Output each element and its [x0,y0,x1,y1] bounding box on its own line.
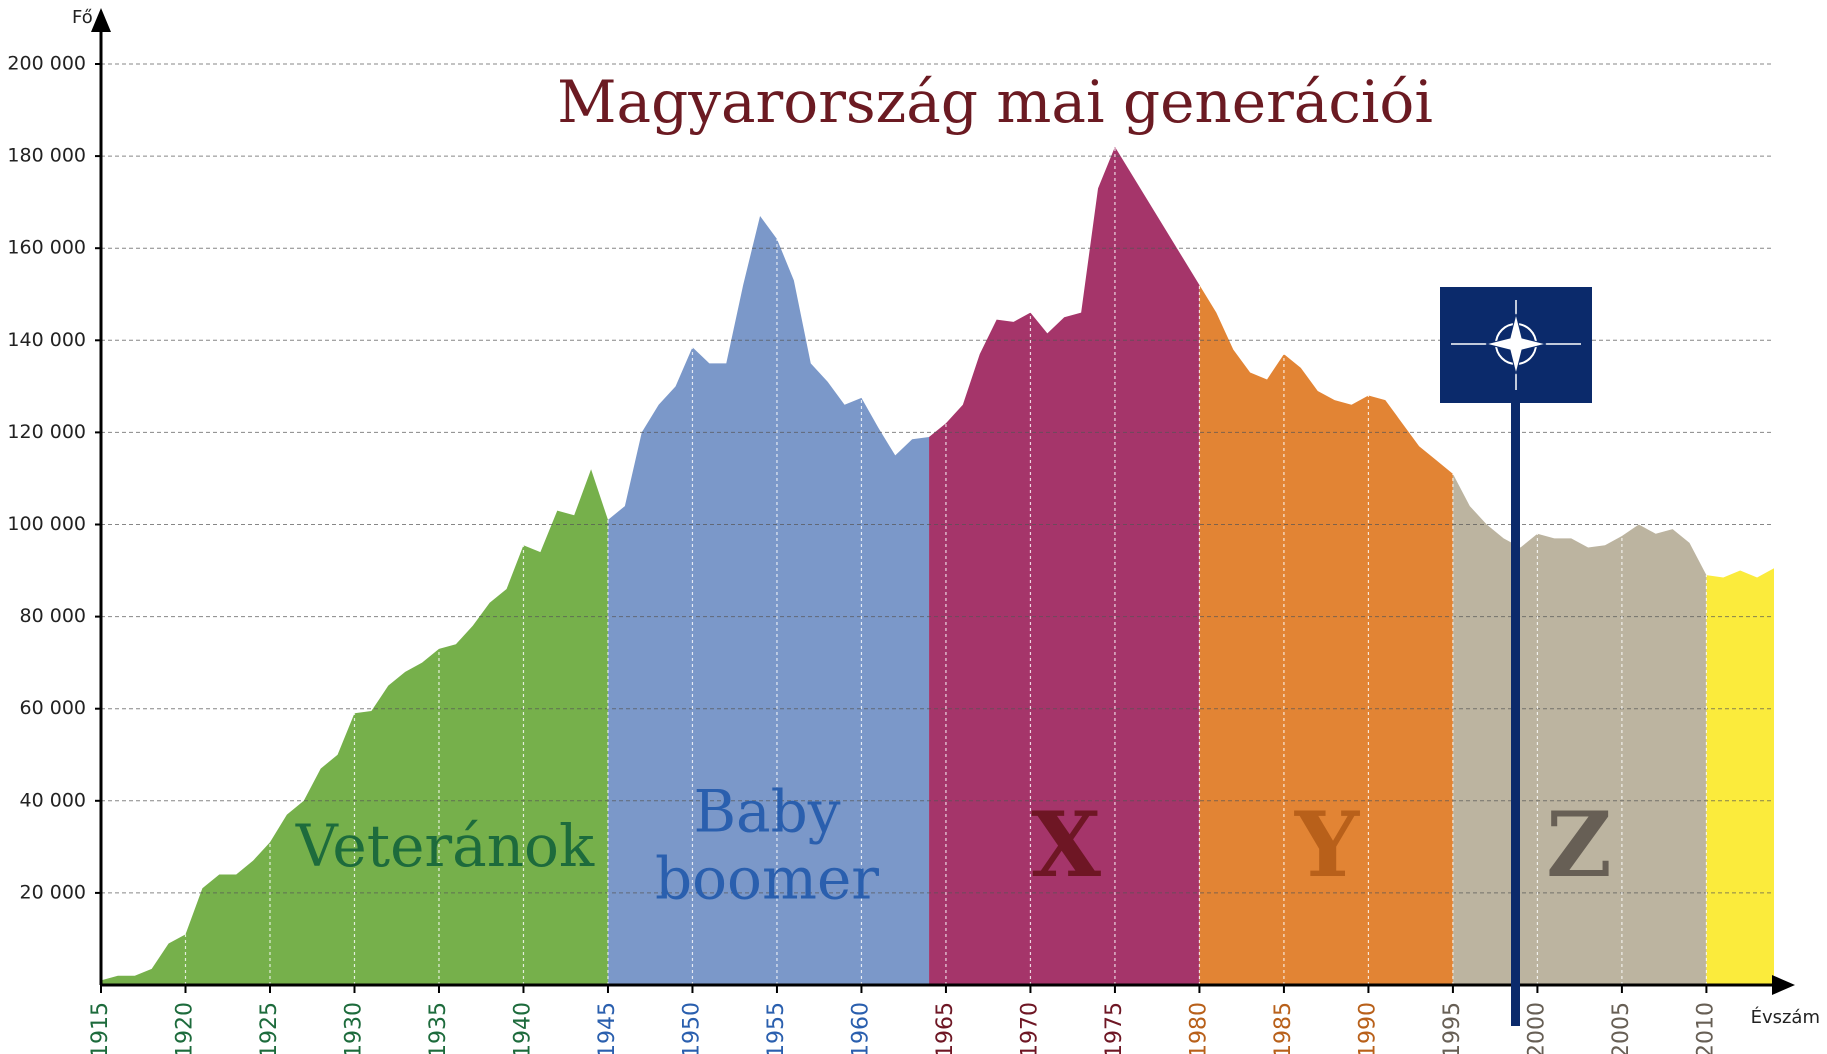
x-tick-label: 1930 [341,1002,366,1054]
y-tick-label: 40 000 [20,789,86,811]
labels: 20 000 40 000 60 000 80 000 100 000 120 000 14… [7,53,1718,1054]
area-segment [929,146,1200,985]
x-tick-label: 1940 [510,1002,535,1054]
x-tick-label: 1920 [172,1002,197,1054]
flag-pole [1511,390,1520,1026]
grid [95,63,1774,993]
chart-title: Magyarország mai generációi [557,68,1433,136]
x-tick-label: 1990 [1355,1002,1380,1054]
x-tick-label: 1955 [764,1002,789,1054]
x-tick-label: 1975 [1102,1002,1127,1054]
area-segment [1452,473,1707,985]
x-axis-arrow [1772,975,1795,995]
y-tick-label: 120 000 [7,421,86,443]
y-tick-label: 180 000 [7,145,86,167]
area-segment [607,215,930,986]
y-tick-label: 200 000 [7,53,86,75]
area-segment [1706,568,1774,985]
x-axis-label: Évszám [1751,1006,1820,1028]
x-tick-label: 1915 [88,1002,113,1054]
x-tick-label: 1980 [1186,1002,1211,1054]
x-tick-label: 2000 [1524,1002,1549,1054]
y-axis-arrow [91,8,111,32]
y-tick-label: 80 000 [20,605,86,627]
x-tick-label: 1985 [1271,1002,1296,1054]
x-tick-label: 2005 [1609,1002,1634,1054]
x-tick-label: 1950 [679,1002,704,1054]
x-tick-label: 2010 [1693,1002,1718,1054]
generation-label: Veteránok [295,812,595,880]
y-axis-label: Fő [72,7,93,28]
area-segment [1199,285,1453,985]
x-tick-label: 1935 [426,1002,451,1054]
generation-label: Baby [693,778,840,846]
x-tick-label: 1925 [257,1002,282,1054]
x-tick-label: 1965 [933,1002,958,1054]
y-tick-label: 160 000 [7,237,86,259]
y-tick-label: 140 000 [7,329,86,351]
generation-label: Y [1294,792,1361,898]
nato-flag [1440,287,1592,1026]
x-tick-label: 1960 [848,1002,873,1054]
x-tick-label: 1945 [595,1002,620,1054]
y-tick-label: 20 000 [20,881,86,903]
area-segment [101,469,608,985]
x-tick-label: 1970 [1017,1002,1042,1054]
generation-label: X [1031,792,1101,898]
y-tick-label: 60 000 [20,697,86,719]
flag-star [1485,313,1547,375]
generation-label: boomer [655,844,879,912]
y-tick-label: 100 000 [7,513,86,535]
x-tick-label: 1995 [1440,1002,1465,1054]
generation-label: Z [1546,792,1612,898]
